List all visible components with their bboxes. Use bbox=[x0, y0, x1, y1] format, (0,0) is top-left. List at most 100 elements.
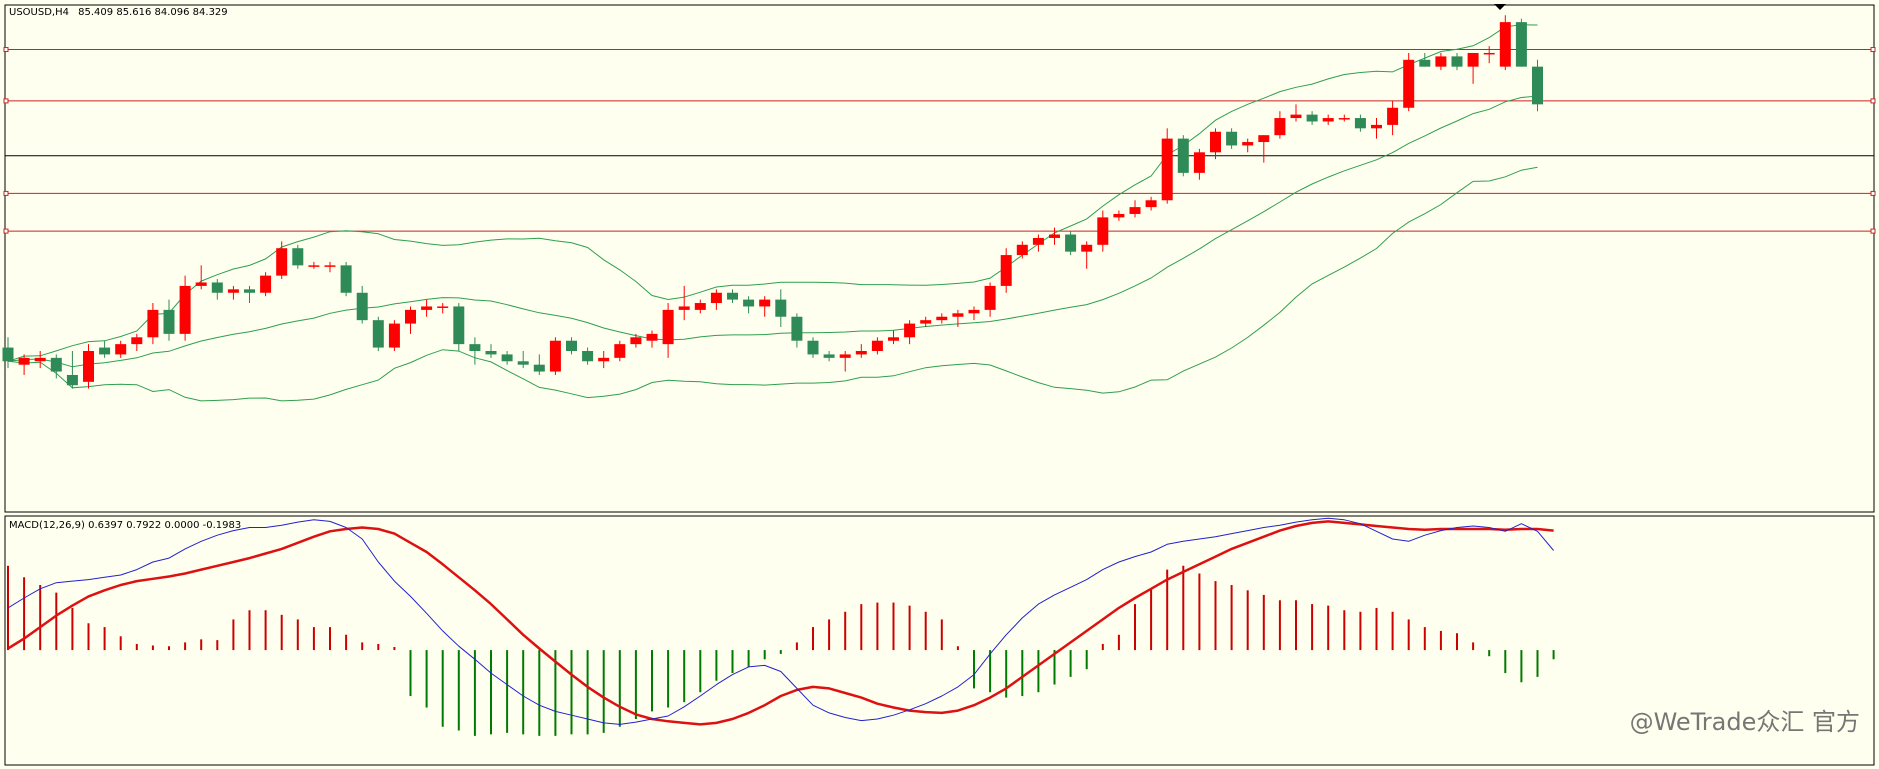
candle-bullish bbox=[388, 323, 400, 348]
candle-bullish bbox=[437, 306, 449, 308]
level-handle-left bbox=[3, 47, 9, 53]
candle-bearish bbox=[1177, 138, 1189, 173]
bollinger-middle-band bbox=[7, 95, 1538, 368]
candle-bearish bbox=[453, 306, 465, 345]
candle-bullish bbox=[324, 265, 336, 267]
candle-bullish bbox=[131, 337, 143, 345]
candle-bullish bbox=[1290, 114, 1302, 119]
candle-bearish bbox=[1226, 131, 1238, 146]
level-handle-left bbox=[3, 190, 9, 196]
candle-bullish bbox=[1032, 237, 1044, 245]
macd-pane bbox=[4, 515, 1875, 766]
candle-bullish bbox=[1483, 52, 1495, 55]
candle-bearish bbox=[727, 292, 738, 300]
candle-bullish bbox=[936, 316, 948, 321]
candle-bullish bbox=[1210, 131, 1221, 153]
macd-pane-frame bbox=[4, 515, 1875, 766]
price-pane bbox=[2, 4, 1876, 513]
candle-bullish bbox=[1371, 124, 1382, 129]
candle-bullish bbox=[952, 313, 964, 317]
candle-bearish bbox=[566, 340, 577, 351]
candle-bearish bbox=[469, 344, 481, 351]
candle-bullish bbox=[1403, 59, 1415, 108]
candle-bullish bbox=[662, 309, 674, 345]
macd-indicator-title: MACD(12,26,9) 0.6397 0.7922 0.0000 -0.19… bbox=[9, 520, 241, 531]
candle-bullish bbox=[1000, 255, 1012, 286]
level-handle-right bbox=[1870, 98, 1876, 104]
candle-bullish bbox=[276, 248, 288, 276]
candle-bullish bbox=[871, 340, 883, 351]
price-chart-title: USOUSD,H4 85.409 85.616 84.096 84.329 bbox=[9, 7, 228, 18]
level-handle-right bbox=[1870, 228, 1876, 234]
candle-bullish bbox=[260, 275, 272, 293]
level-handle-left bbox=[3, 228, 9, 234]
candle-bearish bbox=[775, 299, 787, 317]
candle-bullish bbox=[1274, 118, 1286, 136]
macd-signal-line bbox=[7, 520, 1554, 726]
candle-bullish bbox=[904, 323, 916, 338]
candle-bullish bbox=[694, 303, 706, 310]
candle-bearish bbox=[99, 347, 111, 355]
bollinger-lower-band bbox=[7, 166, 1538, 402]
candle-bearish bbox=[485, 350, 497, 355]
candle-bearish bbox=[372, 320, 384, 348]
bollinger-upper-band bbox=[7, 24, 1538, 362]
candle-bearish bbox=[1419, 59, 1431, 67]
candle-bullish bbox=[888, 337, 899, 341]
candle-bullish bbox=[759, 299, 771, 307]
candle-bullish bbox=[1435, 56, 1447, 67]
candle-bullish bbox=[920, 320, 932, 324]
candle-bearish bbox=[1065, 234, 1077, 252]
candle-bullish bbox=[1467, 52, 1479, 67]
candle-bearish bbox=[1532, 66, 1543, 105]
candle-bullish bbox=[839, 354, 851, 358]
candle-bullish bbox=[1145, 200, 1157, 208]
candle-bullish bbox=[710, 292, 722, 304]
candle-bearish bbox=[211, 282, 223, 293]
candle-bearish bbox=[807, 340, 819, 355]
candle-bullish bbox=[1242, 142, 1254, 146]
candle-bullish bbox=[549, 340, 561, 372]
candle-bearish bbox=[1451, 56, 1463, 67]
candle-bearish bbox=[66, 374, 78, 386]
candle-bullish bbox=[630, 337, 642, 345]
candle-bullish bbox=[1081, 244, 1093, 252]
candle-bearish bbox=[1515, 22, 1527, 67]
candle-bearish bbox=[50, 357, 62, 372]
candle-bullish bbox=[678, 306, 690, 310]
shift-marker-icon[interactable] bbox=[1494, 4, 1506, 10]
candle-bullish bbox=[1387, 107, 1399, 125]
candle-bearish bbox=[501, 354, 513, 362]
candle-bullish bbox=[18, 357, 30, 365]
macd-main-line bbox=[7, 517, 1554, 725]
candle-bullish bbox=[405, 309, 416, 324]
candle-bullish bbox=[115, 344, 127, 355]
candle-bullish bbox=[421, 306, 433, 310]
candle-bullish bbox=[83, 350, 94, 382]
candle-bullish bbox=[227, 289, 239, 293]
symbol-timeframe: USOUSD,H4 bbox=[9, 7, 69, 18]
candle-bullish bbox=[179, 285, 191, 334]
level-handle-left bbox=[3, 98, 9, 104]
candle-bullish bbox=[195, 282, 207, 286]
candle-bearish bbox=[823, 354, 835, 358]
candle-bearish bbox=[292, 248, 304, 266]
candle-bullish bbox=[1499, 22, 1511, 67]
candle-bullish bbox=[984, 285, 996, 310]
candle-bearish bbox=[791, 316, 803, 341]
candle-bearish bbox=[1354, 118, 1366, 129]
ohlc-readout: 85.409 85.616 84.096 84.329 bbox=[78, 7, 228, 18]
candle-bearish bbox=[340, 265, 352, 293]
watermark-text: @WeTrade众汇 官方 bbox=[1630, 708, 1860, 736]
candle-bearish bbox=[2, 347, 14, 362]
candle-bullish bbox=[614, 344, 626, 358]
candle-bearish bbox=[163, 309, 175, 334]
candle-bearish bbox=[517, 361, 529, 365]
candle-bullish bbox=[598, 357, 610, 362]
candle-bullish bbox=[1338, 118, 1350, 120]
candle-bullish bbox=[855, 350, 867, 355]
candle-bullish bbox=[968, 309, 980, 314]
candle-bullish bbox=[34, 357, 46, 362]
